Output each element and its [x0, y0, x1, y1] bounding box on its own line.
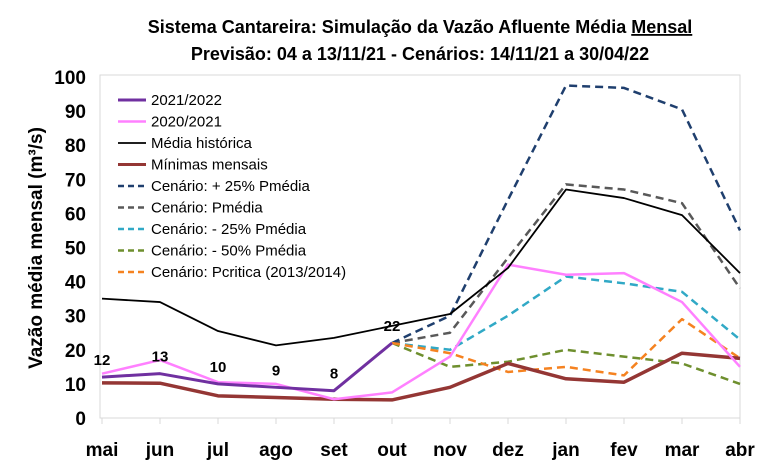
data-label: 10	[210, 359, 227, 376]
x-tick-label: ago	[259, 440, 293, 461]
y-tick-label: 10	[65, 375, 86, 396]
y-tick-label: 70	[65, 170, 86, 191]
chart-subtitle: Previsão: 04 a 13/11/21 - Cenários: 14/1…	[191, 44, 649, 64]
y-axis-label: Vazão média mensal (m³/s)	[26, 127, 47, 369]
x-tick-label: abr	[725, 440, 755, 461]
legend-label: 2020/2021	[151, 114, 222, 131]
series-line-4	[391, 84, 742, 345]
x-tick-label: jun	[145, 440, 175, 461]
chart-title: Sistema Cantareira: Simulação da Vazão A…	[148, 17, 693, 37]
data-label: 12	[94, 352, 111, 369]
series-line-6	[391, 275, 741, 352]
x-tick-label: jan	[551, 440, 579, 461]
y-tick-label: 100	[54, 68, 86, 89]
data-label: 22	[384, 318, 401, 335]
data-label: 9	[272, 362, 280, 379]
legend-label: Cenário: - 25% Pmédia	[151, 221, 307, 238]
x-tick-label: jul	[206, 440, 229, 461]
x-tick-label: dez	[492, 440, 524, 461]
data-label: 8	[330, 366, 338, 383]
y-tick-label: 0	[75, 409, 86, 430]
legend-label: Média histórica	[151, 135, 253, 152]
legend-label: Mínimas mensais	[151, 157, 268, 174]
y-tick-label: 50	[65, 239, 86, 260]
legend-label: Cenário: Pcritica (2013/2014)	[151, 264, 346, 281]
y-tick-label: 30	[65, 307, 86, 328]
series-line-3	[101, 351, 741, 402]
series-line-1	[101, 263, 741, 401]
y-tick-label: 20	[65, 341, 86, 362]
series-line-8	[391, 317, 741, 377]
title-underlined: Mensal	[631, 17, 692, 37]
x-tick-label: out	[377, 440, 407, 461]
x-tick-label: nov	[433, 440, 467, 461]
legend-label: Cenário: Pmédia	[151, 200, 263, 217]
legend-label: 2021/2022	[151, 92, 222, 109]
series-line-0	[101, 341, 393, 393]
y-tick-label: 80	[65, 136, 86, 157]
legend-label: Cenário: - 50% Pmédia	[151, 243, 307, 260]
y-tick-label: 40	[65, 273, 86, 294]
title-main: Sistema Cantareira: Simulação da Vazão A…	[148, 17, 632, 37]
data-label: 13	[152, 349, 169, 366]
series-line-5	[391, 183, 742, 345]
x-tick-label: fev	[610, 440, 638, 461]
x-tick-label: mar	[665, 440, 700, 461]
x-tick-label: set	[320, 440, 348, 461]
legend-label: Cenário: + 25% Pmédia	[151, 178, 310, 195]
series-line-2	[101, 188, 741, 347]
y-tick-label: 90	[65, 102, 86, 123]
y-tick-label: 60	[65, 204, 86, 225]
x-tick-label: mai	[86, 440, 119, 461]
